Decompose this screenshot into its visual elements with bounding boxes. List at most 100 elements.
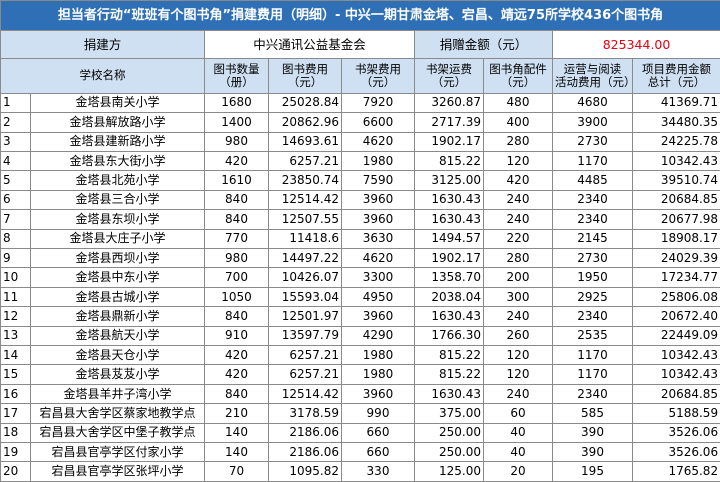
book-cost: 6257.21	[268, 364, 342, 385]
operation-cost: 2340	[552, 383, 633, 405]
project-total: 3526.06	[631, 422, 720, 444]
shelf-shipping: 1494.57	[414, 228, 484, 249]
school-name: 金塔县建新路小学	[30, 131, 205, 152]
header-line: 图书费用	[282, 61, 328, 76]
header-line: 图书数量	[213, 61, 260, 76]
row-number: 11	[0, 286, 31, 308]
project-total: 10342.43	[631, 150, 720, 172]
table-row: 4 金塔县东大街小学 420 6257.21 1980 815.22 120 1170 1034…	[0, 150, 720, 172]
accessories-cost: 200	[483, 267, 553, 288]
shelf-shipping: 1630.43	[414, 209, 484, 230]
project-total: 10342.43	[631, 345, 720, 366]
header-book-cost: 图书费用 （元）	[268, 58, 342, 94]
header-line: （元）	[431, 74, 467, 89]
shelf-shipping: 250.00	[414, 442, 484, 463]
operation-cost: 2730	[552, 247, 633, 269]
book-cost: 12501.97	[268, 306, 342, 327]
book-cost: 6257.21	[268, 345, 342, 366]
operation-cost: 3900	[552, 112, 633, 133]
shelf-cost: 4620	[341, 131, 415, 152]
operation-cost: 1170	[552, 150, 633, 172]
operation-cost: 2340	[552, 306, 633, 327]
shelf-shipping: 2038.04	[414, 286, 484, 308]
header-line: （元）	[287, 74, 323, 89]
shelf-cost: 3300	[341, 267, 415, 288]
table-row: 6 金塔县三合小学 840 12514.42 3960 1630.43 240 2340 206…	[0, 189, 720, 211]
project-total: 34480.35	[631, 112, 720, 133]
header-line: （元）	[500, 74, 536, 89]
row-number: 17	[0, 403, 31, 424]
row-number: 14	[0, 345, 31, 366]
book-cost: 14497.22	[268, 247, 342, 269]
book-count: 70	[204, 461, 269, 482]
shelf-shipping: 3125.00	[414, 170, 484, 191]
shelf-cost: 4290	[341, 325, 415, 347]
table-row: 20 宕昌县官亭学区张坪小学 70 1095.82 330 125.00 20 195 1765…	[0, 461, 720, 482]
shelf-cost: 4950	[341, 286, 415, 308]
school-name: 宕昌县官亭学区付家小学	[30, 442, 205, 463]
book-cost: 6257.21	[268, 150, 342, 172]
operation-cost: 1170	[552, 364, 633, 385]
project-total: 20684.85	[631, 189, 720, 211]
shelf-shipping: 250.00	[414, 422, 484, 444]
shelf-cost: 3960	[341, 209, 415, 230]
accessories-cost: 20	[483, 461, 553, 482]
book-count: 770	[204, 228, 269, 249]
book-count: 420	[204, 345, 269, 366]
school-name: 金塔县北苑小学	[30, 170, 205, 191]
school-name: 金塔县西坝小学	[30, 247, 205, 269]
header-line: 总计（元）	[647, 74, 706, 89]
header-line: 项目费用金额	[642, 61, 712, 76]
project-total: 25806.08	[631, 286, 720, 308]
book-count: 980	[204, 131, 269, 152]
book-cost: 14693.61	[268, 131, 342, 152]
book-cost: 10426.07	[268, 267, 342, 288]
table-row: 18 宕昌县大舍学区中堡子教学点 140 2186.06 660 250.00 40 390 3…	[0, 422, 720, 444]
accessories-cost: 240	[483, 209, 553, 230]
shelf-cost: 3630	[341, 228, 415, 249]
book-cost: 3178.59	[268, 403, 342, 424]
shelf-shipping: 1630.43	[414, 306, 484, 327]
accessories-cost: 220	[483, 228, 553, 249]
shelf-shipping: 815.22	[414, 364, 484, 385]
book-cost: 11418.6	[268, 228, 342, 249]
header-line: （元）	[360, 74, 396, 89]
row-number: 18	[0, 422, 31, 444]
donor-name: 中兴通讯公益基金会	[204, 30, 415, 60]
book-count: 840	[204, 383, 269, 405]
header-school-name: 学校名称	[0, 58, 205, 94]
book-cost: 15593.04	[268, 286, 342, 308]
book-count: 840	[204, 189, 269, 211]
accessories-cost: 120	[483, 364, 553, 385]
project-total: 3526.06	[631, 442, 720, 463]
book-cost: 12514.42	[268, 383, 342, 405]
shelf-shipping: 1766.30	[414, 325, 484, 347]
shelf-cost: 7920	[341, 92, 415, 114]
shelf-cost: 1980	[341, 345, 415, 366]
shelf-cost: 990	[341, 403, 415, 424]
school-name: 金塔县东坝小学	[30, 209, 205, 230]
operation-cost: 390	[552, 422, 633, 444]
book-count: 840	[204, 209, 269, 230]
book-count: 140	[204, 422, 269, 444]
shelf-shipping: 1630.43	[414, 383, 484, 405]
table-row: 16 金塔县羊井子湾小学 840 12514.42 3960 1630.43 240 2340…	[0, 383, 720, 405]
school-name: 金塔县大庄子小学	[30, 228, 205, 249]
operation-cost: 390	[552, 442, 633, 463]
school-name: 金塔县芨芨小学	[30, 364, 205, 385]
row-number: 2	[0, 112, 31, 133]
school-name: 金塔县三合小学	[30, 189, 205, 211]
book-count: 1680	[204, 92, 269, 114]
shelf-shipping: 1358.70	[414, 267, 484, 288]
school-name: 金塔县鼎新小学	[30, 306, 205, 327]
school-name: 金塔县中东小学	[30, 267, 205, 288]
operation-cost: 2145	[552, 228, 633, 249]
shelf-shipping: 2717.39	[414, 112, 484, 133]
accessories-cost: 300	[483, 286, 553, 308]
row-number: 19	[0, 442, 31, 463]
project-total: 20677.98	[631, 209, 720, 230]
shelf-cost: 6600	[341, 112, 415, 133]
accessories-cost: 60	[483, 403, 553, 424]
header-line: 活动费用（元）	[555, 74, 633, 89]
school-name: 宕昌县官亭学区张坪小学	[30, 461, 205, 482]
